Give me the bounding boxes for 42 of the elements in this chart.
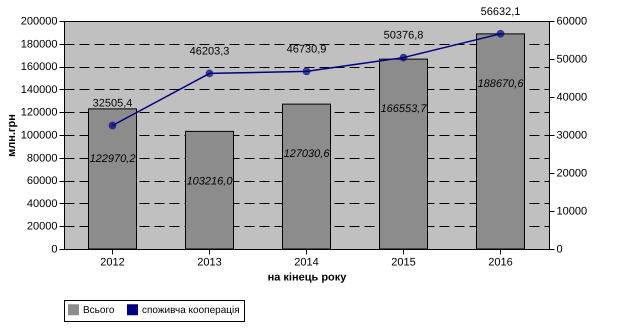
y-tick-label: 0 xyxy=(51,244,58,256)
data-label: 50376,8 xyxy=(384,30,424,42)
y-tick-label: 80000 xyxy=(26,152,58,164)
x-axis-title: на кінець року xyxy=(268,272,348,284)
x-tick-label: 2016 xyxy=(488,256,513,268)
point xyxy=(108,122,116,130)
point xyxy=(302,68,310,76)
y-axis-title: млн.грн xyxy=(6,114,18,157)
y-tick-label: 200000 xyxy=(20,16,58,28)
x-tick-label: 2013 xyxy=(197,256,222,268)
data-label: 46203,3 xyxy=(190,45,230,58)
data-label: 122970,2 xyxy=(90,152,136,165)
data-label: 127030,6 xyxy=(284,148,330,160)
x-tick-label: 2014 xyxy=(294,256,319,268)
y2-tick-label: 60000 xyxy=(556,16,588,28)
legend-label: Всього xyxy=(83,304,115,316)
y2-tick-label: 0 xyxy=(556,244,563,256)
data-label: 188670,6 xyxy=(478,78,524,90)
data-label: 103216,0 xyxy=(186,175,234,188)
x-tick-label: 2012 xyxy=(100,256,125,268)
x-tick-label: 2015 xyxy=(391,256,416,268)
y-tick-label: 180000 xyxy=(20,38,58,50)
point xyxy=(206,70,214,78)
legend-label: споживча кооперація xyxy=(142,304,240,316)
y-tick-label: 60000 xyxy=(26,175,58,188)
y2-tick-label: 50000 xyxy=(556,54,588,66)
data-label: 46730,9 xyxy=(286,43,326,56)
y-tick-label: 160000 xyxy=(20,61,58,74)
y2-tick-label: 20000 xyxy=(556,168,588,180)
data-label: 32505,4 xyxy=(92,97,132,110)
y-tick-label: 120000 xyxy=(20,106,58,119)
data-label: 166553,7 xyxy=(380,103,428,116)
y2-tick-label: 30000 xyxy=(556,130,588,142)
point xyxy=(400,54,408,62)
y2-tick-label: 40000 xyxy=(556,92,588,104)
y-tick-label: 40000 xyxy=(26,198,58,210)
data-label: 56632,1 xyxy=(480,6,520,18)
y-tick-label: 100000 xyxy=(20,130,58,142)
y2-tick-label: 10000 xyxy=(556,206,588,218)
y-tick-label: 140000 xyxy=(20,84,58,96)
point xyxy=(496,30,504,38)
y-tick-label: 20000 xyxy=(26,220,58,233)
